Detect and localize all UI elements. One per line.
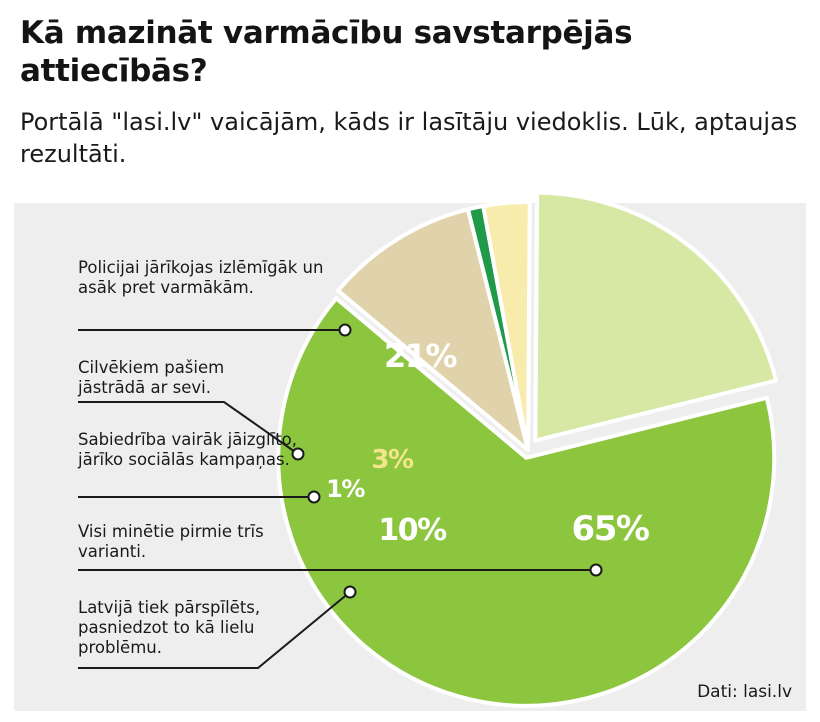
value-label-latvija: 10% — [378, 513, 447, 548]
value-label-visi: 65% — [572, 509, 649, 549]
leader-cilveki-marker — [291, 447, 305, 461]
category-label-visi: Visi minētie pirmie trīs varianti. — [78, 522, 264, 561]
leader-visi-marker — [589, 563, 603, 577]
pie-slice-visi — [276, 296, 777, 708]
value-labels: 65% 10% 1%3% 21% — [326, 337, 650, 549]
pie-slice-policija — [533, 190, 779, 443]
leader-latvija — [78, 591, 351, 669]
source-note: Dati: lasi.lv — [697, 682, 792, 702]
pie-slices — [276, 190, 779, 708]
category-label-latvija: Latvijā tiek pārspīlēts, pasniedzot to k… — [78, 598, 261, 657]
chart-subtitle: Portālā "lasi.lv" vaicājām, kāds ir lasī… — [20, 108, 798, 168]
leader-lines — [78, 323, 603, 669]
category-label-sabiedriba: Sabiedrība vairāk jāizglīto, jārīko soci… — [78, 430, 298, 469]
leader-cilveki — [78, 401, 299, 455]
pie-slice-latvija — [336, 207, 530, 452]
leader-policija-marker — [338, 323, 352, 337]
leader-latvija-marker — [343, 585, 357, 599]
leader-sabiedriba-marker — [307, 490, 321, 504]
category-label-policija: Policijai jārīkojas izlēmīgāk un asāk pr… — [78, 258, 324, 297]
category-label-cilveki: Cilvēkiem pašiem jāstrādā ar sevi. — [78, 358, 225, 397]
pie-slice-cilveki — [481, 200, 532, 452]
chart-title: Kā mazināt varmācību savstarpējās attiec… — [20, 15, 633, 89]
value-label-policija: 21% — [384, 337, 458, 375]
value-label-cilveki: 3% — [371, 445, 414, 475]
value-label-sabiedriba: 1% — [326, 475, 365, 503]
